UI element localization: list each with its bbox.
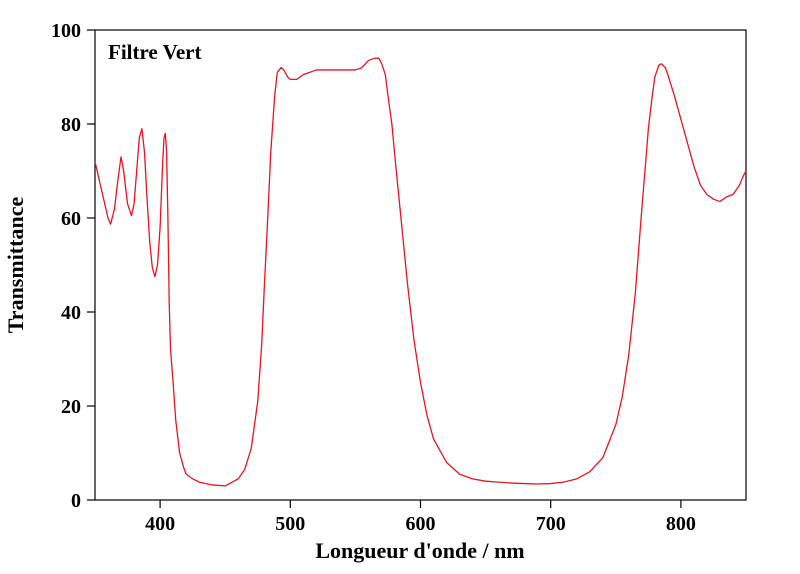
x-tick-label: 800 [666,513,696,535]
y-tick-label: 0 [71,490,81,512]
y-tick-label: 100 [51,20,81,42]
x-tick-label: 500 [275,513,305,535]
plot-frame [94,29,747,501]
axis-tick-labels: 400 500 600 700 800 0 20 40 60 80 100 [51,20,696,535]
axis-ticks [87,29,682,508]
x-tick-label: 400 [145,513,175,535]
y-tick-label: 20 [61,396,81,418]
y-tick-label: 40 [61,302,81,324]
x-tick-label: 600 [406,513,436,535]
chart-annotation: Filtre Vert [108,40,202,64]
x-tick-label: 700 [536,513,566,535]
y-tick-label: 60 [61,208,81,230]
transmittance-line [94,57,747,487]
y-axis-title: Transmittance [3,197,28,334]
y-tick-label: 80 [61,114,81,136]
x-axis-title: Longueur d'onde / nm [315,538,524,563]
